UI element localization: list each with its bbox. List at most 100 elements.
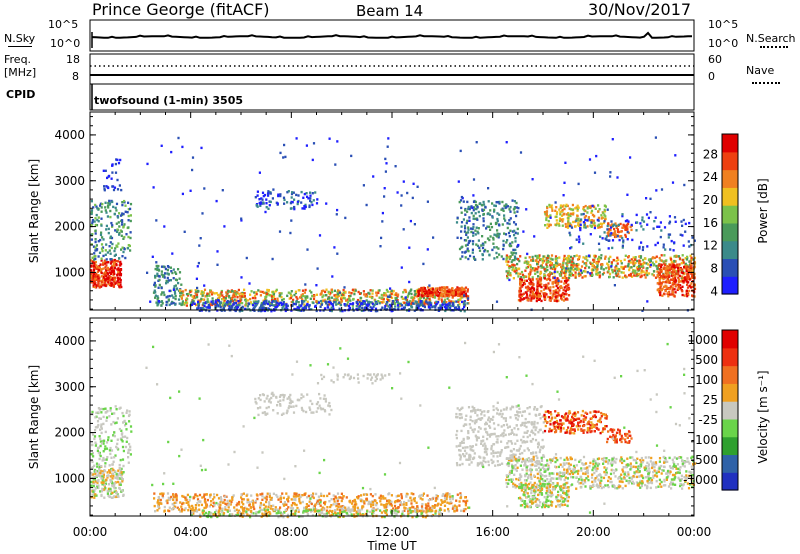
data-cell — [348, 291, 351, 294]
data-cell — [567, 220, 570, 223]
data-cell — [90, 484, 93, 487]
data-cell — [116, 280, 119, 283]
data-cell — [488, 225, 491, 228]
data-cell — [671, 287, 674, 291]
data-cell — [551, 295, 554, 298]
data-cell — [668, 281, 671, 284]
data-cell — [388, 294, 391, 297]
data-cell — [523, 282, 526, 286]
data-cell — [512, 251, 515, 255]
data-cell — [615, 267, 618, 270]
data-cell — [101, 481, 105, 484]
data-cell — [609, 171, 612, 174]
data-cell — [518, 259, 521, 263]
data-cell — [98, 435, 101, 438]
data-cell — [103, 469, 106, 473]
data-cell — [568, 294, 571, 297]
data-cell — [358, 304, 361, 308]
data-cell — [240, 217, 243, 220]
data-cell — [601, 263, 604, 266]
data-cell — [673, 265, 676, 268]
data-cell — [563, 269, 566, 272]
data-cell — [165, 303, 168, 307]
data-cell — [188, 499, 191, 502]
data-cell — [609, 224, 612, 227]
data-cell — [216, 250, 219, 253]
data-cell — [563, 181, 566, 184]
data-cell — [113, 258, 116, 262]
data-cell — [282, 297, 285, 301]
data-cell — [653, 220, 656, 223]
data-cell — [90, 274, 93, 278]
data-cell — [547, 295, 550, 299]
data-cell — [346, 298, 349, 301]
data-cell — [606, 208, 609, 211]
data-cell — [682, 261, 685, 264]
data-cell — [197, 305, 200, 308]
data-cell — [438, 292, 441, 295]
data-cell — [166, 492, 170, 495]
data-cell — [561, 208, 564, 212]
data-cell — [271, 291, 274, 294]
data-cell — [370, 505, 373, 508]
data-cell — [109, 489, 113, 492]
data-cell — [634, 271, 637, 275]
data-cell — [692, 276, 695, 279]
data-cell — [517, 299, 520, 302]
data-cell — [458, 294, 461, 297]
data-cell — [606, 224, 609, 228]
data-cell — [303, 303, 306, 306]
data-cell — [106, 456, 109, 459]
data-cell — [165, 282, 168, 285]
data-cell — [104, 478, 108, 482]
data-cell — [427, 286, 430, 289]
data-cell — [508, 222, 511, 226]
data-cell — [511, 253, 514, 256]
data-cell — [248, 282, 251, 285]
data-cell — [92, 272, 95, 275]
data-cell — [585, 262, 588, 265]
data-cell — [530, 259, 533, 262]
data-cell — [522, 230, 525, 233]
data-cell — [443, 305, 446, 309]
data-cell — [558, 224, 561, 227]
data-cell — [234, 301, 237, 305]
data-cell — [668, 293, 671, 296]
data-cell — [375, 291, 378, 294]
data-cell — [553, 263, 556, 267]
data-cell — [198, 244, 201, 247]
data-cell — [467, 297, 470, 300]
data-cell — [349, 499, 352, 503]
data-cell — [549, 223, 552, 227]
data-cell — [428, 298, 431, 301]
data-cell — [199, 299, 202, 302]
data-cell — [121, 480, 124, 483]
power-data-cells — [90, 136, 697, 313]
data-cell — [509, 242, 512, 245]
data-cell — [413, 290, 416, 293]
data-cell — [174, 493, 178, 496]
data-cell — [206, 306, 209, 309]
data-cell — [569, 270, 572, 273]
data-cell — [506, 222, 509, 225]
data-cell — [688, 289, 691, 293]
data-cell — [181, 300, 184, 303]
data-cell — [346, 301, 349, 304]
data-cell — [617, 272, 620, 275]
data-cell — [172, 288, 175, 291]
data-cell — [567, 257, 570, 260]
data-cell — [259, 201, 263, 204]
data-cell — [683, 272, 686, 275]
data-cell — [220, 291, 223, 294]
data-cell — [196, 286, 199, 290]
data-cell — [598, 274, 602, 277]
data-cell — [622, 267, 625, 270]
data-cell — [651, 261, 654, 264]
data-cell — [444, 496, 447, 500]
data-cell — [371, 296, 374, 300]
data-cell — [244, 298, 247, 302]
data-cell — [319, 299, 323, 303]
data-cell — [507, 255, 510, 259]
data-cell — [421, 498, 424, 501]
data-cell — [330, 296, 334, 299]
